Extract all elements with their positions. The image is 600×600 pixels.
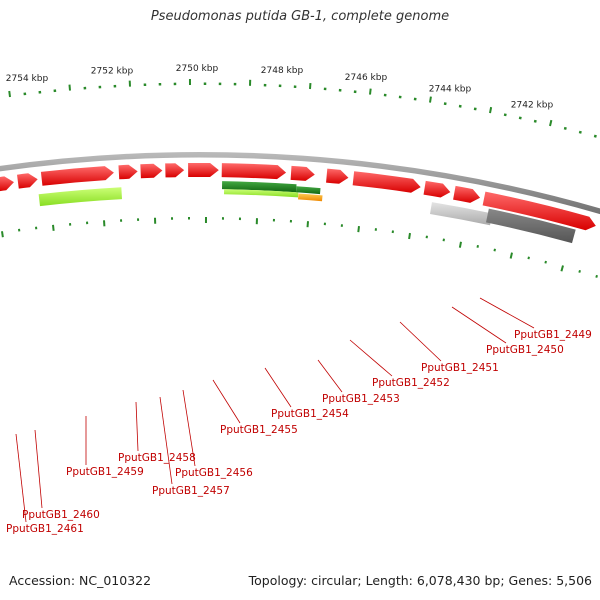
- gene-arrow[interactable]: [290, 165, 315, 181]
- ruler-tick: [509, 252, 513, 259]
- feature-bar-orange[interactable]: [298, 193, 323, 202]
- ruler-tick: [578, 269, 581, 273]
- ruler-tick: [549, 119, 553, 127]
- ruler-tick: [489, 106, 493, 114]
- ruler-tick: [493, 248, 496, 252]
- ruler-tick: [527, 256, 530, 260]
- gene-label-leader: [135, 401, 139, 452]
- accession-text: Accession: NC_010322: [9, 573, 152, 588]
- gene-label-leader: [479, 297, 535, 329]
- ruler-tick: [408, 232, 411, 240]
- ruler-tick: [533, 119, 537, 123]
- ruler-tick: [544, 260, 547, 264]
- gene-arrow[interactable]: [17, 173, 38, 189]
- feature-bar-gray-dark[interactable]: [486, 208, 576, 244]
- gene-label-leader: [399, 321, 442, 362]
- gene-label-leader: [15, 433, 27, 523]
- ruler-label: 2754 kbp: [6, 74, 49, 84]
- gene-arrow[interactable]: [140, 163, 163, 179]
- gene-arrow[interactable]: [40, 166, 114, 186]
- gene-label-leader: [349, 339, 393, 377]
- ruler-label: 2742 kbp: [511, 100, 554, 110]
- ruler-label: 2744 kbp: [429, 85, 472, 95]
- gene-label-leader: [264, 367, 292, 408]
- gene-label-leader: [182, 389, 196, 467]
- ruler-label: 2746 kbp: [345, 73, 388, 83]
- ruler-tick: [560, 265, 564, 272]
- genome-stats-text: Topology: circular; Length: 6,078,430 bp…: [248, 573, 592, 588]
- ruler-tick: [563, 126, 567, 130]
- ruler-tick: [593, 134, 597, 138]
- gene-label-leader: [159, 396, 173, 485]
- ruler-tick: [503, 113, 507, 117]
- feature-bar-green-light[interactable]: [224, 189, 299, 198]
- ruler-tick: [458, 241, 462, 248]
- gene-label[interactable]: PputGB1_2458: [118, 452, 196, 464]
- gene-label-leader: [451, 306, 507, 344]
- gene-arrow[interactable]: [453, 185, 481, 203]
- ruler-tick: [68, 84, 71, 91]
- gene-label[interactable]: PputGB1_2461: [6, 523, 84, 535]
- gene-label[interactable]: PputGB1_2453: [322, 393, 400, 405]
- gene-arrow[interactable]: [423, 180, 451, 198]
- gene-arrow[interactable]: [326, 168, 349, 184]
- gene-label-leader: [34, 429, 43, 509]
- genome-title: Pseudomonas putida GB-1, complete genome: [150, 9, 450, 24]
- gene-label[interactable]: PputGB1_2450: [486, 344, 564, 356]
- ruler-tick: [429, 96, 432, 103]
- ruler-tick: [52, 224, 55, 231]
- ruler-label: 2748 kbp: [261, 66, 304, 76]
- gene-arrow[interactable]: [482, 191, 596, 231]
- gene-label[interactable]: PputGB1_2459: [66, 466, 144, 478]
- gene-label[interactable]: PputGB1_2457: [152, 485, 230, 497]
- ruler-tick: [8, 90, 11, 98]
- gene-label[interactable]: PputGB1_2460: [22, 509, 100, 521]
- gene-arrow[interactable]: [221, 163, 287, 180]
- gene-label[interactable]: PputGB1_2452: [372, 377, 450, 389]
- gene-arrow[interactable]: [352, 171, 421, 193]
- ruler-tick: [1, 231, 4, 238]
- feature-bar-green-dark[interactable]: [296, 186, 321, 195]
- ruler-tick: [357, 226, 360, 233]
- gene-label[interactable]: PputGB1_2451: [421, 362, 499, 374]
- ruler-tick: [518, 116, 522, 120]
- gene-arrow[interactable]: [0, 176, 14, 192]
- ruler-tick: [369, 88, 372, 95]
- ruler-label: 2750 kbp: [176, 64, 219, 74]
- feature-bar-green-light[interactable]: [38, 187, 123, 207]
- feature-bar-gray-light[interactable]: [430, 202, 493, 226]
- gene-label[interactable]: PputGB1_2449: [514, 329, 592, 341]
- genome-backbone: [0, 152, 600, 215]
- gene-label[interactable]: PputGB1_2454: [271, 408, 349, 420]
- gene-arrow[interactable]: [188, 163, 219, 178]
- gene-arrow[interactable]: [118, 164, 138, 180]
- gene-label[interactable]: PputGB1_2456: [175, 467, 253, 479]
- ruler-label: 2752 kbp: [91, 67, 134, 77]
- ruler-tick: [595, 274, 598, 278]
- gene-arrow[interactable]: [165, 163, 185, 178]
- feature-bar-green-dark[interactable]: [222, 181, 297, 193]
- ruler-tick: [476, 245, 479, 248]
- gene-label-leader: [212, 379, 241, 424]
- gene-label[interactable]: PputGB1_2455: [220, 424, 298, 436]
- ruler-tick: [578, 130, 582, 134]
- gene-label-leader: [317, 359, 343, 393]
